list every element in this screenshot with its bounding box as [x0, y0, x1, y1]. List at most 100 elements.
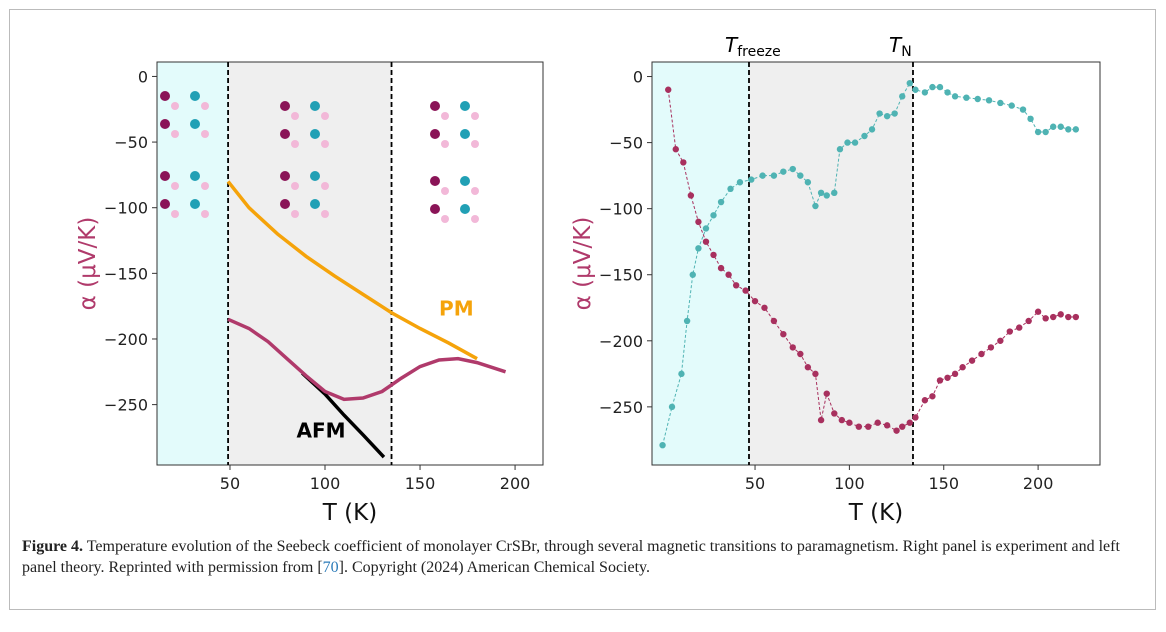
- data-point: [974, 95, 981, 103]
- data-point: [1042, 128, 1049, 136]
- data-point: [1057, 311, 1064, 318]
- data-point: [876, 110, 883, 117]
- x-axis-label: T (K): [322, 500, 377, 526]
- figure: 50 100 150 200 0 −50 −100 −150 −200 −250 T (K) α (μ…: [75, 33, 1101, 526]
- reference[interactable]: 70: [322, 559, 339, 576]
- data-point: [1065, 126, 1072, 133]
- lattice-insets: [160, 91, 479, 223]
- data-point: [906, 419, 913, 426]
- y-tick-label: −50: [609, 134, 643, 153]
- atom: [190, 119, 200, 129]
- data-point: [912, 86, 919, 93]
- data-point: [838, 416, 846, 424]
- data-point: [687, 192, 695, 199]
- atom: [471, 140, 479, 148]
- atom: [160, 119, 170, 129]
- atom: [280, 199, 290, 209]
- data-point: [985, 97, 993, 104]
- data-point: [906, 79, 913, 87]
- subscript: N: [901, 44, 911, 60]
- data-point: [959, 364, 966, 371]
- annotation: AFM: [296, 418, 345, 442]
- data-point: [717, 264, 725, 272]
- shaded-region: [157, 62, 229, 465]
- data-point: [951, 370, 959, 378]
- x-tick-label: 100: [834, 474, 865, 493]
- data-point: [797, 172, 804, 179]
- data-point: [883, 112, 891, 120]
- data-point: [851, 139, 859, 146]
- data-point: [899, 93, 906, 100]
- data-point: [893, 427, 900, 434]
- y-tick-label: −100: [599, 200, 643, 219]
- data-point: [921, 89, 929, 96]
- atom: [321, 210, 329, 218]
- transition-label: TN: [889, 33, 912, 60]
- data-point: [727, 185, 734, 193]
- data-point: [689, 271, 696, 278]
- atom: [291, 182, 299, 190]
- data-point: [672, 146, 679, 153]
- atom: [310, 101, 320, 111]
- data-point: [891, 110, 898, 117]
- plot-area: [156, 61, 544, 466]
- data-point: [987, 344, 995, 351]
- atom: [201, 102, 209, 110]
- atom: [201, 182, 209, 190]
- shaded-region: [652, 62, 749, 465]
- data-point: [951, 93, 959, 100]
- atom: [321, 112, 329, 120]
- data-point: [680, 159, 687, 166]
- x-axis-label: T (K): [848, 500, 903, 526]
- y-tick-label: −200: [104, 330, 148, 349]
- y-tick-label: −50: [114, 133, 148, 152]
- data-point: [804, 364, 812, 371]
- data-point: [844, 139, 851, 146]
- data-point: [732, 282, 740, 289]
- y-tick-label: −150: [104, 264, 148, 283]
- atom: [430, 176, 440, 186]
- shaded-region: [228, 62, 392, 465]
- atom: [430, 101, 440, 111]
- data-point: [817, 189, 825, 197]
- transition-label: Tfreeze: [725, 33, 781, 60]
- y-axis-label: α (μV/K): [570, 217, 596, 311]
- atom: [280, 101, 290, 111]
- data-point: [997, 99, 1004, 107]
- data-point: [1065, 313, 1072, 321]
- data-point: [861, 132, 868, 140]
- data-point: [865, 423, 872, 430]
- caption-text: ]. Copyright (2024) American Chemical So…: [338, 559, 651, 576]
- data-point: [1016, 324, 1023, 331]
- data-point: [742, 287, 749, 294]
- data-point: [702, 238, 710, 245]
- data-point: [823, 390, 830, 397]
- atom: [471, 215, 479, 223]
- data-point: [789, 344, 796, 351]
- data-point: [1019, 106, 1027, 113]
- y-tick-label: −250: [104, 396, 148, 415]
- data-point: [1072, 313, 1080, 321]
- symbol: T: [725, 33, 739, 57]
- data-point: [759, 172, 766, 179]
- atom: [291, 140, 299, 148]
- data-point: [761, 304, 768, 311]
- atom: [280, 129, 290, 139]
- atom: [441, 140, 449, 148]
- data-point: [797, 350, 804, 358]
- data-point: [770, 172, 778, 179]
- atom: [291, 112, 299, 120]
- x-tick-label: 200: [500, 474, 531, 493]
- caption: Figure 4. Temperature evolution of the S…: [22, 536, 1132, 578]
- atom: [190, 199, 200, 209]
- shaded-region: [748, 62, 913, 465]
- data-point: [1072, 126, 1080, 133]
- x-tick-label: 150: [405, 474, 436, 493]
- data-point: [1057, 123, 1064, 130]
- data-point: [804, 179, 812, 186]
- data-point: [710, 251, 717, 259]
- data-point: [751, 297, 759, 305]
- data-point: [780, 168, 787, 175]
- atom: [171, 182, 179, 190]
- atom: [321, 140, 329, 148]
